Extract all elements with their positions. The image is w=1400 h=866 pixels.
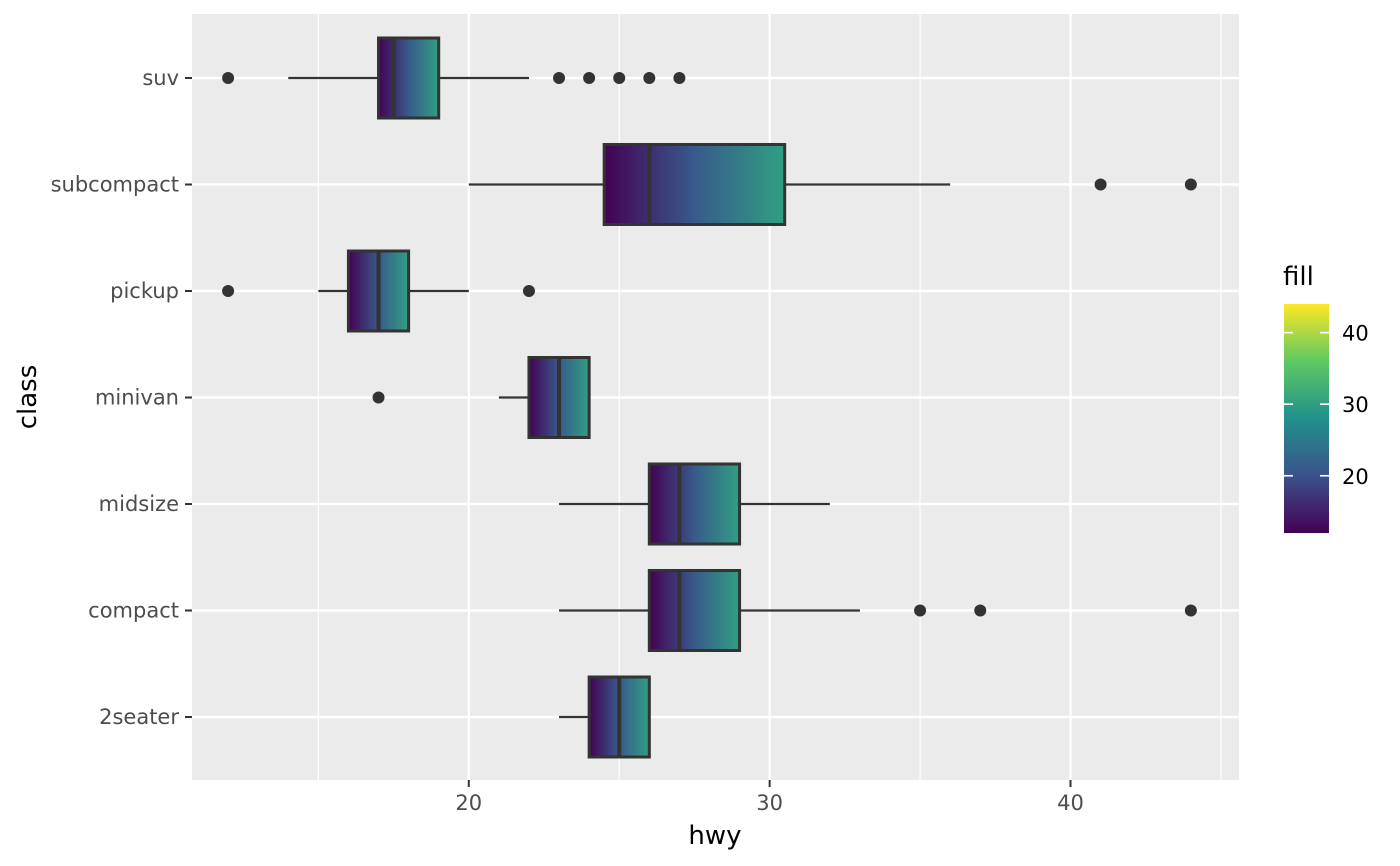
box-iqr <box>647 462 742 546</box>
outlier-point <box>553 72 566 84</box>
outlier-point <box>583 72 596 84</box>
outlier-point <box>1184 178 1197 191</box>
y-axis-title: class <box>13 365 43 430</box>
y-tick-label: 2seater <box>99 705 179 729</box>
outlier-point <box>1184 604 1197 617</box>
colorbar <box>1284 304 1329 533</box>
y-tick-label: midsize <box>99 492 179 516</box>
box-midsize <box>559 462 830 546</box>
x-tick-label: 20 <box>455 791 482 815</box>
outlier-point <box>222 285 235 297</box>
colorbar-label: 40 <box>1342 322 1369 346</box>
x-axis-title: hwy <box>688 821 741 851</box>
y-tick-label: suv <box>142 66 179 90</box>
colorbar-label: 30 <box>1342 393 1369 417</box>
y-tick-label: subcompact <box>51 173 179 197</box>
y-tick-label: pickup <box>110 279 179 303</box>
box-compact <box>559 569 1197 652</box>
box-plots <box>222 36 1197 759</box>
outlier-point <box>914 604 927 617</box>
box-2seater <box>559 675 651 759</box>
y-tick-label: minivan <box>95 386 179 410</box>
box-iqr <box>602 143 787 226</box>
y-tick-label: compact <box>88 599 179 623</box>
outlier-point <box>372 391 385 404</box>
outlier-point <box>1094 178 1107 191</box>
box-suv <box>222 36 686 120</box>
box-pickup <box>222 249 535 333</box>
axes: 20 30 40 2seater compact midsize minivan pickup… <box>51 66 1084 815</box>
x-tick-label: 40 <box>1057 791 1084 815</box>
outlier-point <box>974 604 987 617</box>
x-tick-label: 30 <box>756 791 783 815</box>
outlier-point <box>643 72 656 84</box>
box-minivan <box>372 356 591 439</box>
outlier-point <box>613 72 626 84</box>
box-iqr <box>647 569 742 652</box>
outlier-point <box>222 72 235 84</box>
colorbar-label: 20 <box>1342 465 1369 489</box>
box-iqr <box>377 36 441 120</box>
legend-title: fill <box>1283 262 1314 292</box>
box-subcompact <box>468 143 1197 226</box>
outlier-point <box>522 285 535 297</box>
legend: fill 20 30 40 <box>1283 262 1369 533</box>
outlier-point <box>673 72 686 84</box>
